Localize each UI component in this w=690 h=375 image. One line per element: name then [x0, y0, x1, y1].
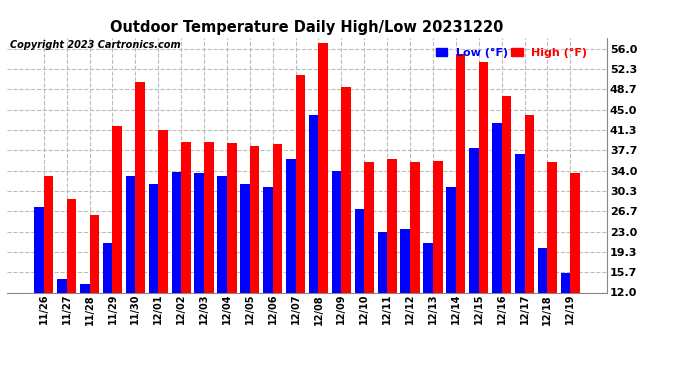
Bar: [158, 130, 168, 292]
Bar: [479, 63, 489, 292]
Bar: [433, 160, 442, 292]
Bar: [217, 176, 227, 292]
Bar: [515, 154, 524, 292]
Bar: [456, 54, 466, 292]
Text: Copyright 2023 Cartronics.com: Copyright 2023 Cartronics.com: [10, 40, 181, 50]
Bar: [377, 231, 387, 292]
Bar: [524, 115, 534, 292]
Bar: [309, 115, 319, 292]
Bar: [364, 162, 374, 292]
Bar: [295, 75, 305, 292]
Bar: [332, 171, 342, 292]
Bar: [90, 215, 99, 292]
Bar: [250, 146, 259, 292]
Bar: [172, 172, 181, 292]
Bar: [195, 173, 204, 292]
Bar: [400, 229, 410, 292]
Bar: [103, 243, 112, 292]
Bar: [446, 187, 456, 292]
Bar: [342, 87, 351, 292]
Bar: [148, 184, 158, 292]
Bar: [67, 200, 77, 292]
Bar: [204, 142, 214, 292]
Bar: [135, 82, 145, 292]
Bar: [273, 144, 282, 292]
Title: Outdoor Temperature Daily High/Low 20231220: Outdoor Temperature Daily High/Low 20231…: [110, 20, 504, 35]
Bar: [355, 209, 364, 292]
Bar: [502, 96, 511, 292]
Bar: [424, 243, 433, 292]
Bar: [319, 43, 328, 292]
Bar: [387, 159, 397, 292]
Bar: [126, 176, 135, 292]
Bar: [469, 148, 479, 292]
Bar: [410, 162, 420, 292]
Bar: [43, 176, 53, 292]
Bar: [240, 184, 250, 292]
Bar: [561, 273, 571, 292]
Bar: [492, 123, 502, 292]
Legend: Low (°F), High (°F): Low (°F), High (°F): [434, 46, 590, 60]
Bar: [34, 207, 43, 292]
Bar: [263, 187, 273, 292]
Bar: [181, 142, 190, 292]
Bar: [57, 279, 67, 292]
Bar: [538, 248, 547, 292]
Bar: [112, 126, 122, 292]
Bar: [547, 162, 557, 292]
Bar: [227, 143, 237, 292]
Bar: [286, 159, 295, 292]
Bar: [80, 284, 90, 292]
Bar: [571, 173, 580, 292]
